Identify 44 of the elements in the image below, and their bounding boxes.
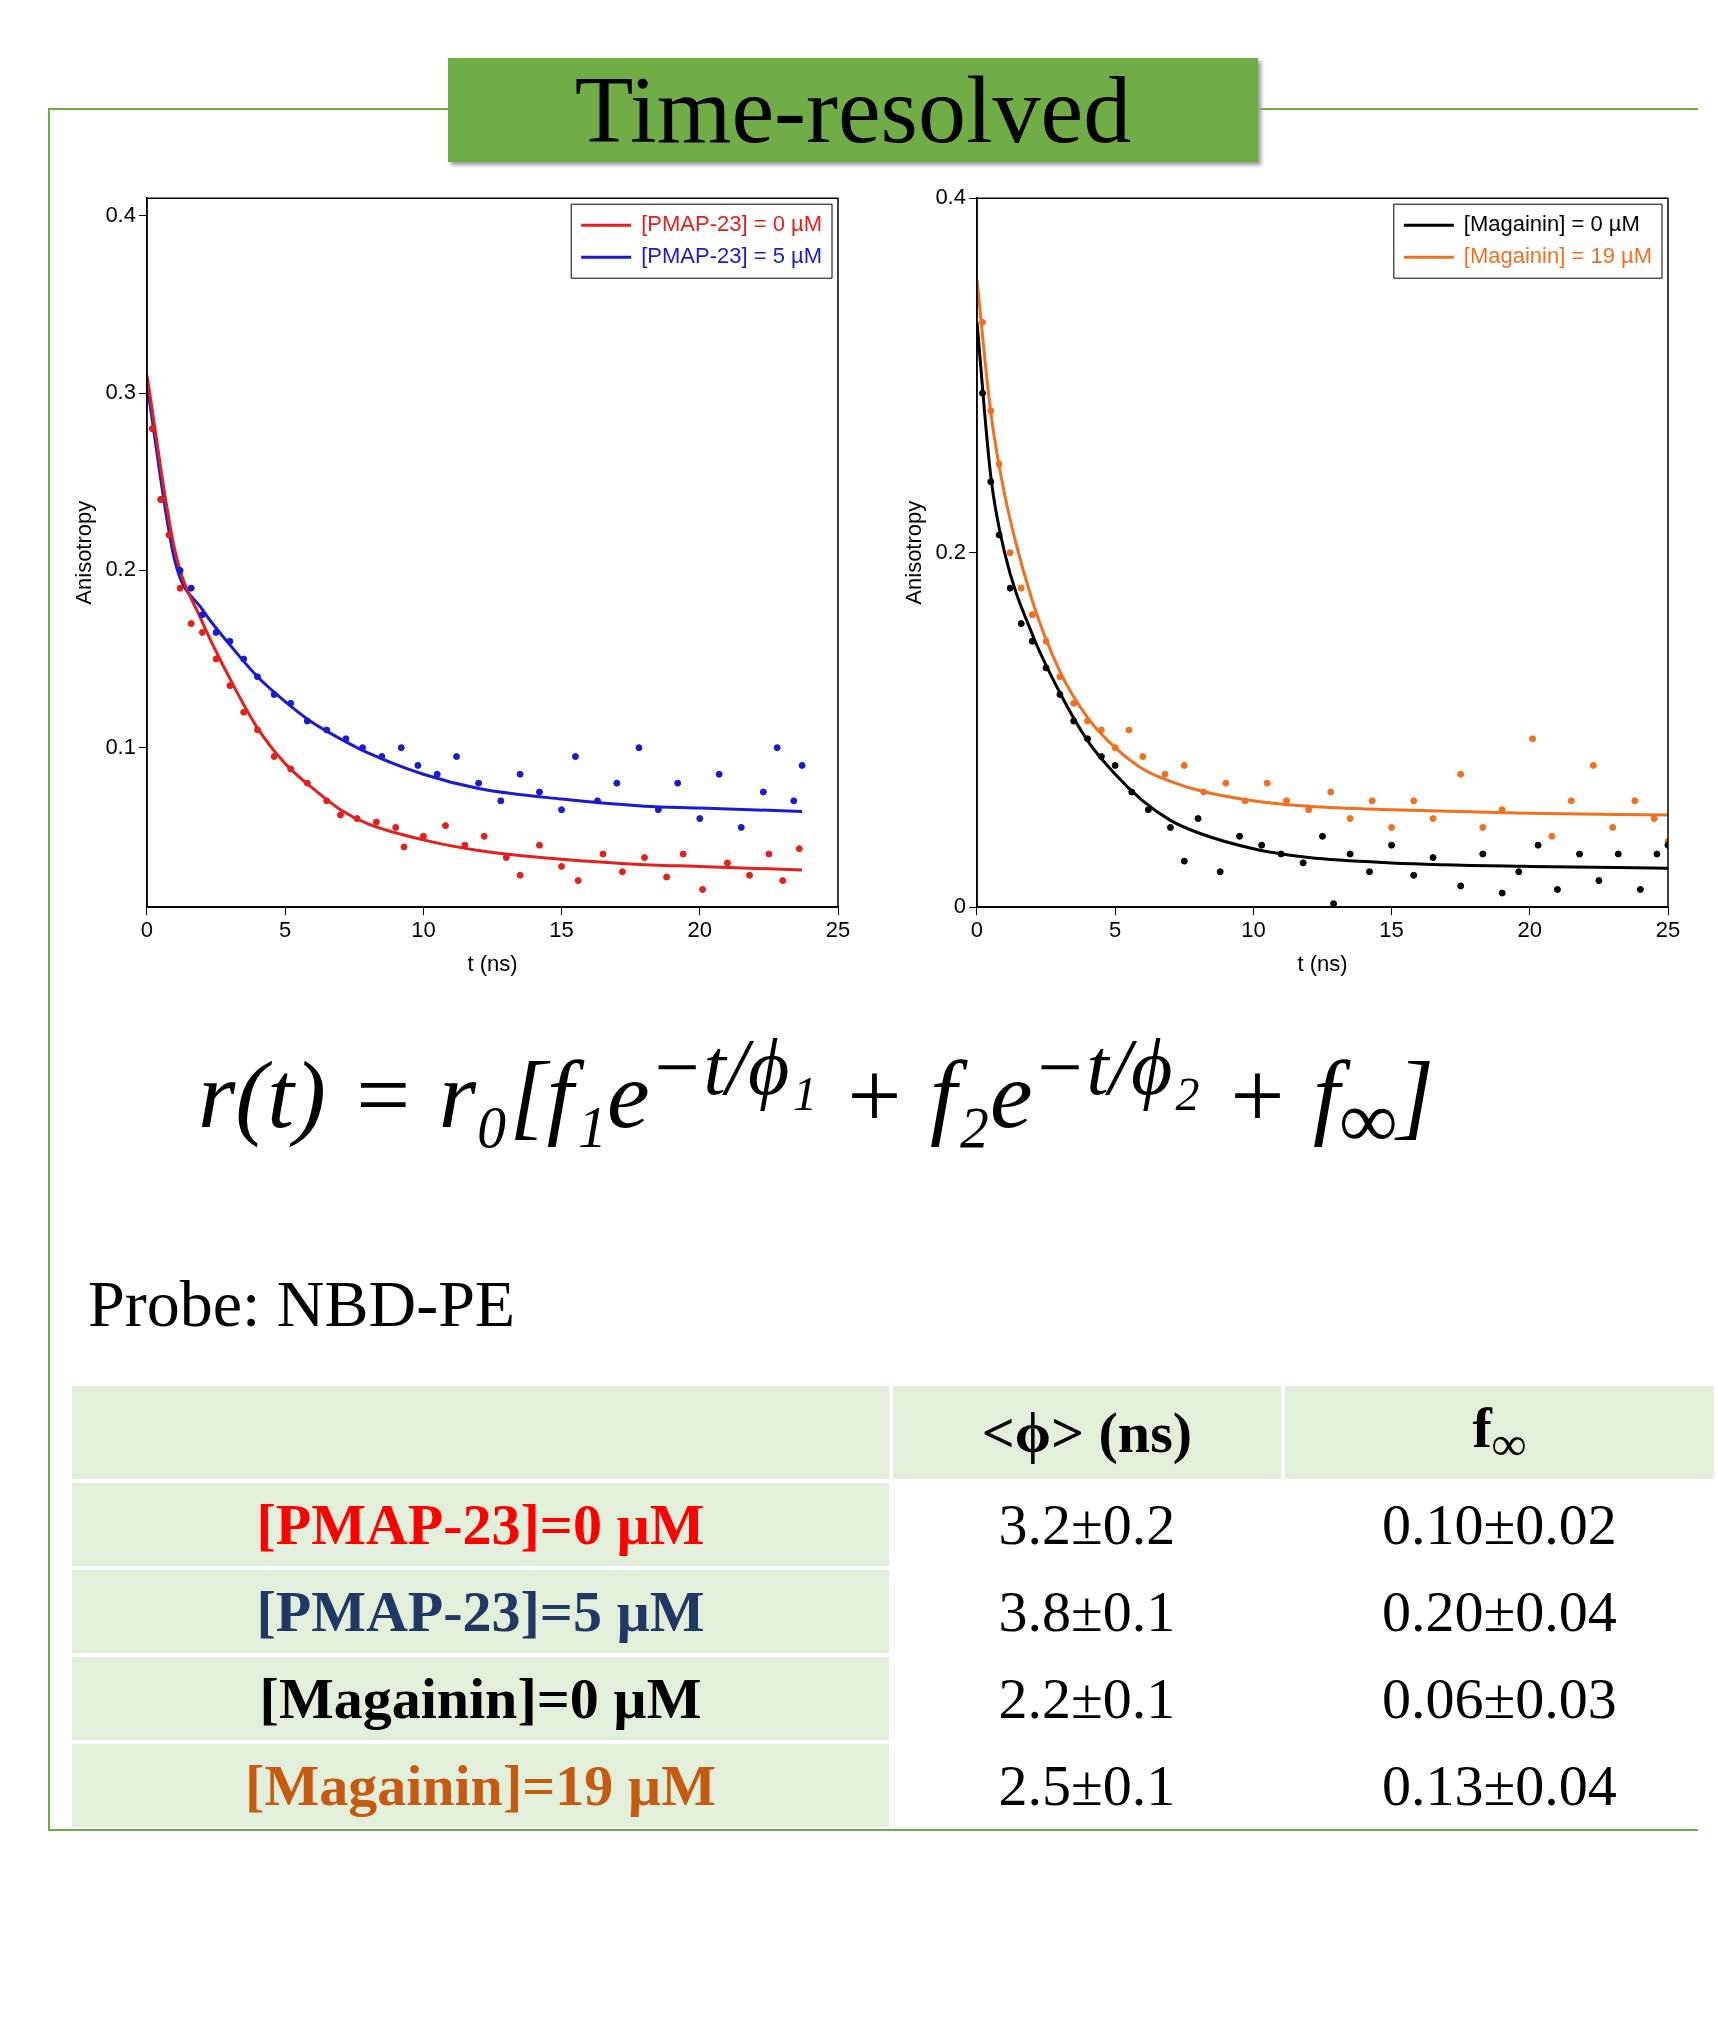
text: 0.20±0.04: [1380, 1577, 1618, 1646]
x-tick-label: 10: [411, 917, 436, 943]
y-axis-title: Anisotropy: [901, 500, 927, 605]
x-tick-label: 15: [1379, 917, 1404, 943]
legend-label: [Magainin] = 19 µM: [1463, 243, 1653, 269]
text: 2.2±0.1: [997, 1664, 1177, 1733]
y-tick-label: 0.4: [935, 184, 966, 210]
x-tick-label: 5: [279, 917, 292, 943]
text: 0.13±0.04: [1380, 1751, 1618, 1820]
text: f$_{∞}$: [1284, 1386, 1714, 1479]
text: 2.5±0.1: [997, 1751, 1177, 1820]
y-tick-label: 0.1: [105, 733, 136, 759]
x-tick-label: 15: [549, 917, 574, 943]
y-tick-label: 0.4: [105, 201, 136, 227]
text: [Magainin]=19 µM: [72, 1743, 889, 1827]
text: [PMAP-23]=0 µM: [72, 1482, 889, 1566]
x-tick-label: 0: [970, 917, 984, 943]
x-tick-label: 0: [140, 917, 154, 943]
text: 0.06±0.03: [1380, 1664, 1618, 1733]
legend-label: [PMAP-23] = 5 µM: [641, 243, 823, 269]
text: Time-resolved: [448, 56, 1258, 163]
legend-label: [PMAP-23] = 0 µM: [641, 211, 823, 237]
text: [Magainin]=0 µM: [72, 1656, 889, 1740]
x-tick-label: 20: [687, 917, 713, 943]
x-tick-label: 10: [1241, 917, 1266, 943]
x-axis-title: t (ns): [467, 950, 518, 976]
text: <ϕ> (ns): [893, 1386, 1281, 1479]
x-axis-title: t (ns): [1297, 950, 1348, 976]
y-tick-label: 0.2: [105, 556, 136, 582]
x-tick-label: 5: [1109, 917, 1122, 943]
x-tick-label: 25: [1655, 917, 1681, 943]
y-tick-label: 0: [953, 893, 966, 919]
x-tick-label: 20: [1517, 917, 1543, 943]
text: [PMAP-23]=5 µM: [72, 1569, 889, 1653]
text: Probe: NBD-PE: [88, 1266, 517, 1343]
y-axis-title: Anisotropy: [71, 500, 97, 605]
text: 3.8±0.1: [997, 1577, 1177, 1646]
y-tick-label: 0.2: [935, 538, 966, 564]
text: 0.10±0.02: [1380, 1490, 1618, 1559]
y-tick-label: 0.3: [105, 379, 136, 405]
legend-label: [Magainin] = 0 µM: [1463, 211, 1640, 237]
text: 3.2±0.2: [997, 1490, 1177, 1559]
x-tick-label: 25: [825, 917, 851, 943]
text: r(t) = r₀[f₁e$^{−t/ϕ₁}$ + f₂e$^{−t/ϕ₂}$ + f$_{∞}$]: [197, 1022, 1436, 1167]
